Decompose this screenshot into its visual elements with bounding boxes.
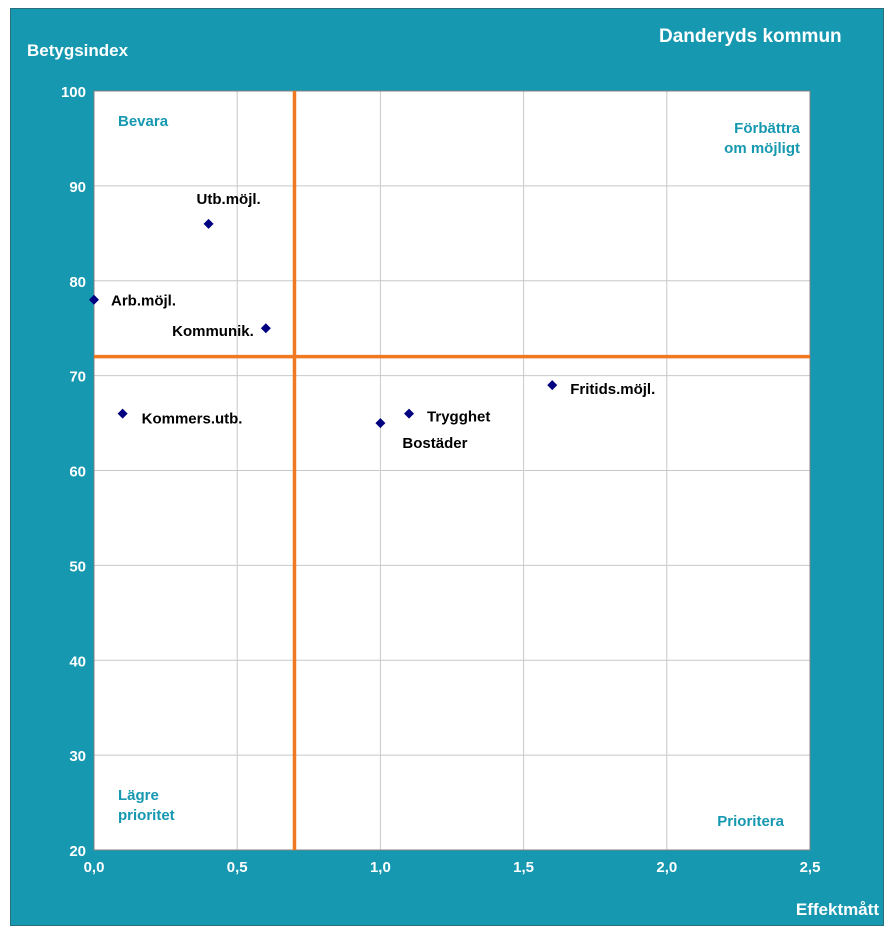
scatter-chart: Danderyds kommun Betygsindex Effektmått … bbox=[27, 26, 879, 919]
quadrant-label-bottom-left: Lägre bbox=[118, 787, 159, 804]
x-tick-label: 2,0 bbox=[656, 859, 677, 876]
y-tick-label: 90 bbox=[69, 179, 86, 196]
x-axis-label: Effektmått bbox=[796, 900, 879, 919]
y-tick-label: 50 bbox=[69, 558, 86, 575]
data-point-label: Kommers.utb. bbox=[142, 411, 243, 428]
y-axis-label: Betygsindex bbox=[27, 41, 129, 60]
data-point-label: Utb.möjl. bbox=[197, 191, 261, 208]
y-tick-label: 40 bbox=[69, 653, 86, 670]
y-tick-label: 100 bbox=[61, 84, 86, 101]
y-tick-label: 20 bbox=[69, 843, 86, 860]
x-tick-label: 2,5 bbox=[800, 859, 821, 876]
data-point bbox=[89, 294, 99, 305]
y-tick-label: 70 bbox=[69, 369, 86, 386]
data-point-label: Trygghet bbox=[427, 409, 490, 426]
y-tick-label: 60 bbox=[69, 464, 86, 481]
data-point bbox=[203, 218, 214, 229]
quadrant-label-top-right: Förbättra bbox=[734, 120, 800, 137]
y-tick-label: 30 bbox=[69, 748, 86, 765]
x-tick-label: 1,5 bbox=[513, 859, 534, 876]
data-point bbox=[260, 323, 271, 334]
quadrant-labels: Bevara Förbättra om möjligt Lägre prioritet P… bbox=[118, 113, 801, 830]
quadrant-label-bottom-right: Prioritera bbox=[717, 813, 784, 830]
quadrant-label-top-left: Bevara bbox=[118, 113, 169, 130]
data-point-label: Fritids.möjl. bbox=[570, 381, 655, 398]
data-point bbox=[404, 408, 415, 419]
grid bbox=[93, 90, 811, 851]
x-tick-label: 0,5 bbox=[227, 859, 248, 876]
reference-lines bbox=[94, 91, 810, 850]
data-point bbox=[375, 418, 386, 429]
chart-frame: Danderyds kommun Betygsindex Effektmått … bbox=[10, 8, 884, 926]
quadrant-label-bottom-left: prioritet bbox=[118, 807, 175, 824]
x-tick-label: 0,0 bbox=[84, 859, 105, 876]
data-point-label: Bostäder bbox=[402, 435, 467, 452]
axis-ticks: 0,0 0,5 1,0 1,5 2,0 2,5 20 30 40 50 60 70 80 90 100 bbox=[61, 84, 820, 876]
data-point bbox=[117, 408, 128, 419]
chart-title: Danderyds kommun bbox=[659, 26, 842, 47]
x-tick-label: 1,0 bbox=[370, 859, 391, 876]
data-point-label: Arb.möjl. bbox=[111, 293, 176, 310]
plot-border bbox=[93, 90, 811, 851]
y-tick-label: 80 bbox=[69, 274, 86, 291]
data-points: Utb.möjl. Arb.möjl. Kommunik. Kommers.utb. T… bbox=[89, 191, 655, 452]
data-point bbox=[547, 380, 558, 391]
data-point-label: Kommunik. bbox=[172, 323, 254, 340]
quadrant-label-top-right: om möjligt bbox=[724, 140, 800, 157]
